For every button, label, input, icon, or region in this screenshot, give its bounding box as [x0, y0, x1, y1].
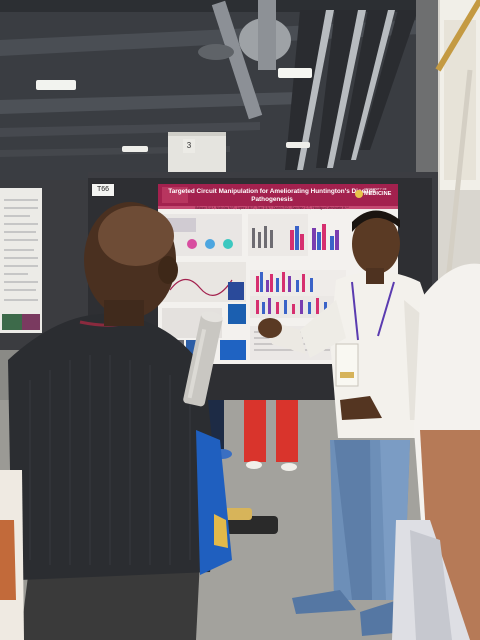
ceiling-light	[278, 68, 312, 78]
listener-sweater	[8, 313, 220, 580]
ceiling-duct	[211, 0, 263, 120]
university-logo: UNIVERSITY OF MEDICINE	[355, 188, 395, 202]
pillar-sign: 3	[183, 139, 195, 153]
floor-bag	[226, 516, 278, 534]
ceiling-light	[286, 142, 310, 148]
foreground-person-right	[392, 263, 480, 640]
presenter-head	[352, 214, 400, 274]
seal-icon	[355, 190, 363, 198]
ceiling-light	[122, 146, 148, 152]
left-poster	[0, 188, 42, 333]
presenter	[258, 210, 440, 636]
logo-university-text: UNIVERSITY OF	[364, 187, 387, 191]
poster-authors: Bdiwan S.U.*, Nicholas M.F., Lopez J.M.F…	[195, 206, 349, 210]
poster-title: Targeted Circuit Manipulation for Amelio…	[168, 188, 376, 203]
poster-tube	[183, 311, 223, 407]
background-person	[244, 400, 298, 471]
banner-pole	[435, 0, 480, 72]
logo-medicine-text: MEDICINE	[364, 191, 392, 197]
ceiling-light	[36, 80, 76, 90]
name-badge	[335, 343, 359, 387]
poster-banner	[158, 184, 398, 206]
foreground-listener	[0, 202, 232, 640]
background-pillar	[168, 132, 226, 178]
booth-number-sign: T66	[92, 184, 114, 196]
